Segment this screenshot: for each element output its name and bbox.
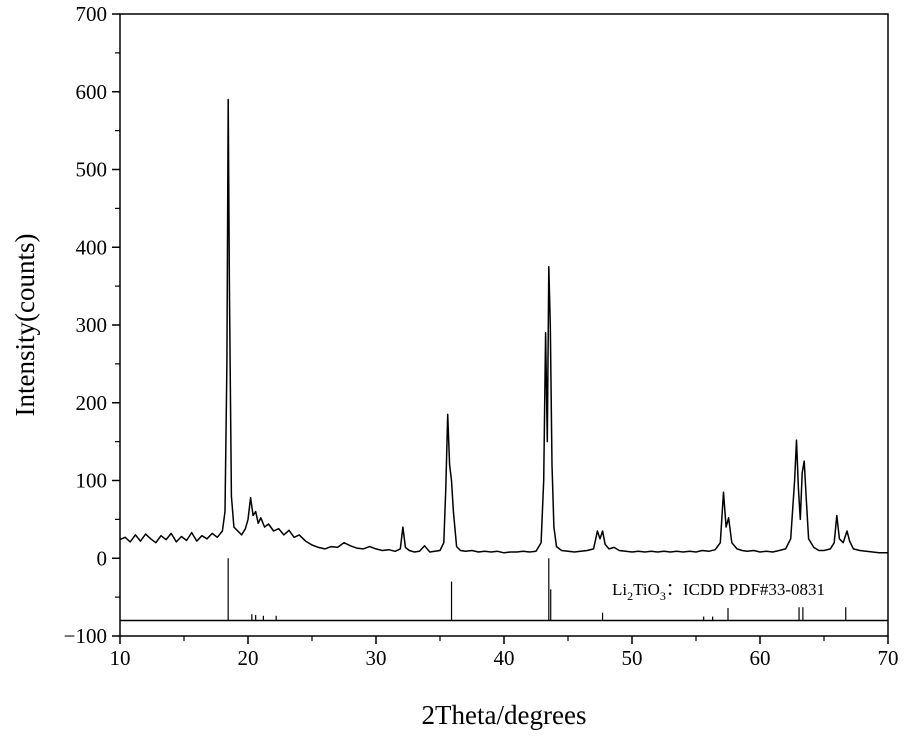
phase-formula-mid: TiO xyxy=(633,580,660,599)
y-tick-label: 0 xyxy=(97,546,108,570)
y-tick-label: 100 xyxy=(76,469,108,493)
phase-annotation: Li2TiO3：ICDD PDF#33-0831 xyxy=(612,580,825,603)
y-axis-label: Intensity(counts) xyxy=(10,234,40,417)
xrd-pattern-line xyxy=(120,100,888,553)
plot-frame xyxy=(120,14,888,636)
x-tick-label: 20 xyxy=(238,646,259,670)
y-tick-label: 600 xyxy=(76,80,108,104)
y-tick-label: 200 xyxy=(76,391,108,415)
y-axis-ticks: −100 0 100 200 300 400 500 600 700 xyxy=(64,2,120,648)
x-tick-label: 60 xyxy=(750,646,771,670)
reference-card: ：ICDD PDF#33-0831 xyxy=(666,580,825,599)
x-tick-label: 30 xyxy=(366,646,387,670)
x-tick-label: 70 xyxy=(878,646,899,670)
x-axis-label: 2Theta/degrees xyxy=(422,700,587,730)
y-tick-label: −100 xyxy=(64,624,107,648)
y-tick-label: 400 xyxy=(76,235,108,259)
x-axis-ticks: 10 20 30 40 50 60 70 xyxy=(110,636,899,670)
y-tick-label: 700 xyxy=(76,2,108,26)
x-tick-label: 50 xyxy=(622,646,643,670)
phase-formula-base: Li xyxy=(612,580,627,599)
y-tick-label: 300 xyxy=(76,313,108,337)
y-tick-label: 500 xyxy=(76,158,108,182)
x-tick-label: 40 xyxy=(494,646,515,670)
x-tick-label: 10 xyxy=(110,646,131,670)
